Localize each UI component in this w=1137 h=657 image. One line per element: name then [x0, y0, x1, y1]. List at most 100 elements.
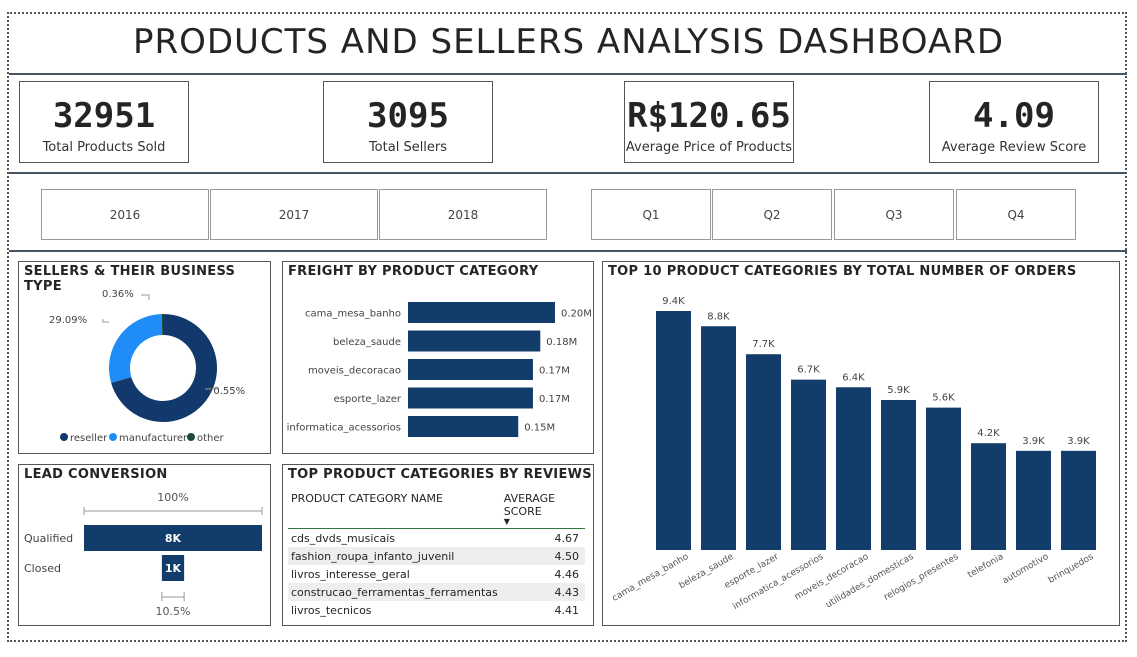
top10-categories-panel: TOP 10 PRODUCT CATEGORIES BY TOTAL NUMBE… — [602, 261, 1120, 626]
panel-title: LEAD CONVERSION — [24, 467, 168, 482]
table-row[interactable]: construcao_ferramentas_ferramentas 4.43 — [288, 583, 585, 601]
legend-label-reseller: reseller — [70, 433, 108, 444]
kpi-card-average-price: R$120.65 Average Price of Products — [624, 81, 794, 163]
freight-bar — [408, 330, 541, 352]
freight-bar — [408, 302, 555, 323]
donut-chart: 70.55% 29.09% 0.36% reseller manufacturer oth… — [49, 289, 245, 444]
data-label: 9.4K — [662, 296, 685, 307]
kpi-label: Average Review Score — [941, 140, 1087, 155]
data-label: 8.8K — [707, 311, 730, 322]
legend-label-other: other — [197, 433, 225, 444]
freight-bar — [408, 359, 533, 380]
table-cell-category: construcao_ferramentas_ferramentas — [288, 583, 501, 601]
donut-label-reseller: 70.55% — [207, 386, 245, 397]
data-label: 3.9K — [1067, 436, 1090, 447]
data-label: 0.17M — [539, 394, 570, 405]
order-bar — [1061, 450, 1096, 550]
kpi-label: Total Sellers — [368, 140, 448, 155]
table-cell-category: livros_interesse_geral — [291, 567, 410, 581]
order-bar — [926, 407, 961, 550]
dashboard-frame — [7, 12, 1127, 642]
table-cell-score: 4.67 — [554, 531, 580, 545]
year-slicer-2017[interactable]: 2017 — [210, 189, 378, 240]
funnel-bar — [84, 525, 262, 551]
data-label: 5.9K — [887, 385, 910, 396]
kpi-card-total-sellers: 3095 Total Sellers — [323, 81, 493, 163]
order-bar — [656, 311, 691, 550]
sellers-business-type-panel: SELLERS & THEIR BUSINESS TYPE 70.55% 29.0… — [18, 261, 271, 454]
column-header-category[interactable]: PRODUCT CATEGORY NAME — [288, 489, 501, 529]
year-slicer-2016[interactable]: 2016 — [41, 189, 209, 240]
reviews-table: PRODUCT CATEGORY NAME AVERAGE SCORE ▼ cd… — [288, 489, 585, 619]
order-bar — [881, 399, 916, 550]
category-tick-label: brinquedos — [1047, 552, 1096, 586]
data-label: 5.6K — [932, 393, 955, 404]
table-row[interactable]: livros_interesse_geral 4.46 — [288, 565, 585, 583]
donut-slice-manufacturer — [109, 314, 163, 383]
data-label: 0.20M — [561, 309, 592, 320]
panel-title: TOP 10 PRODUCT CATEGORIES BY TOTAL NUMBE… — [608, 264, 1077, 279]
category-tick-label: relogios_presentes — [882, 552, 960, 603]
kpi-value: 32951 — [52, 96, 156, 136]
category-label: moveis_decoracao — [308, 366, 401, 377]
funnel-stage-label: Qualified — [24, 532, 73, 545]
data-label: 4.2K — [977, 428, 1000, 439]
kpi-card-average-review: 4.09 Average Review Score — [929, 81, 1099, 163]
kpi-card-total-products: 32951 Total Products Sold — [19, 81, 189, 163]
order-bar — [791, 379, 826, 550]
funnel-bar — [161, 555, 185, 581]
freight-bar — [408, 387, 533, 409]
divider-line — [9, 250, 1127, 252]
category-label: beleza_saude — [333, 337, 401, 348]
donut-slice-other — [161, 314, 163, 336]
dashboard-title: PRODUCTS AND SELLERS ANALYSIS DASHBOARD — [132, 22, 1005, 62]
column-header-score[interactable]: AVERAGE SCORE ▼ — [500, 489, 585, 529]
funnel-value-label: 1K — [165, 562, 182, 575]
order-bar — [701, 326, 736, 550]
quarter-slicer-q3[interactable]: Q3 — [834, 189, 954, 240]
order-bar — [746, 354, 781, 550]
category-tick-label: cama_mesa_banho — [611, 552, 691, 604]
donut-label-other: 0.36% — [102, 289, 134, 300]
divider-line — [9, 172, 1127, 174]
table-cell-score: 4.46 — [554, 567, 580, 581]
category-tick-label: automotivo — [1001, 552, 1051, 587]
panel-title: SELLERS & THEIR BUSINESS TYPE — [24, 264, 236, 294]
reviews-panel: TOP PRODUCT CATEGORIES BY REVIEWS PRODUC… — [282, 464, 594, 626]
legend-marker-reseller — [60, 433, 68, 441]
table-cell-category: fashion_roupa_infanto_juvenil — [288, 547, 501, 565]
quarter-slicer-q2[interactable]: Q2 — [712, 189, 832, 240]
top10-bar-chart: 9.4Kcama_mesa_banho8.8Kbeleza_saude7.7Ke… — [611, 296, 1096, 612]
table-cell-category: cds_dvds_musicais — [291, 531, 396, 545]
table-row[interactable]: cds_dvds_musicais 4.67 — [288, 529, 585, 548]
order-bar — [971, 443, 1006, 550]
leader-line — [141, 294, 150, 300]
data-label: 6.7K — [797, 365, 820, 376]
year-slicer-2018[interactable]: 2018 — [379, 189, 547, 240]
data-label: 6.4K — [842, 372, 865, 383]
funnel-bottom-percent: 10.5% — [156, 605, 191, 618]
data-label: 0.15M — [524, 423, 555, 434]
kpi-label: Total Products Sold — [42, 140, 166, 155]
table-row[interactable]: fashion_roupa_infanto_juvenil 4.50 — [288, 547, 585, 565]
kpi-value: 4.09 — [973, 96, 1055, 136]
order-bar — [1016, 450, 1051, 550]
table-cell-score: 4.50 — [500, 547, 585, 565]
quarter-slicer-q4[interactable]: Q4 — [956, 189, 1076, 240]
lead-conversion-panel: LEAD CONVERSION 100% Qualified 8K Closed 1K 1… — [18, 464, 271, 626]
legend-marker-other — [187, 433, 195, 441]
category-label: informatica_acessorios — [287, 423, 401, 434]
category-label: cama_mesa_banho — [305, 309, 401, 320]
donut-slice-reseller — [111, 314, 218, 422]
kpi-value: 3095 — [367, 96, 449, 136]
order-bar — [836, 387, 871, 550]
freight-panel: FREIGHT BY PRODUCT CATEGORY cama_mesa_ba… — [282, 261, 594, 454]
quarter-slicer-q1[interactable]: Q1 — [591, 189, 711, 240]
table-row[interactable]: livros_tecnicos 4.41 — [288, 601, 585, 619]
table-cell-score: 4.43 — [500, 583, 585, 601]
leader-line — [102, 319, 109, 323]
freight-bar — [408, 416, 519, 437]
category-label: esporte_lazer — [334, 394, 402, 405]
funnel-top-percent: 100% — [157, 491, 188, 504]
sort-descending-icon[interactable]: ▼ — [503, 517, 510, 526]
